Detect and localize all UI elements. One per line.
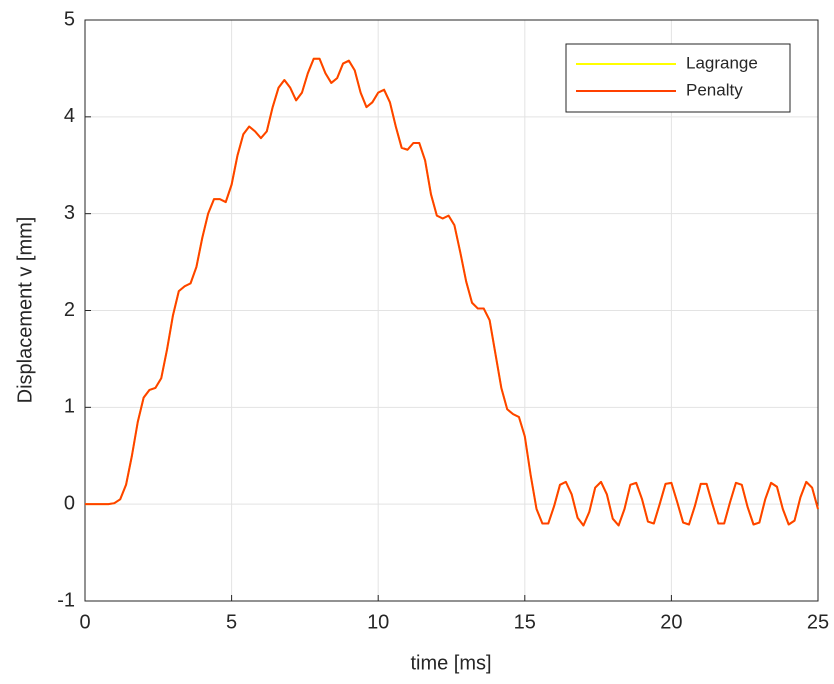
y-axis-label: Displacement v [mm] xyxy=(14,217,36,404)
y-tick-label: 1 xyxy=(64,396,75,418)
legend-label: Penalty xyxy=(686,80,743,99)
axes-box xyxy=(84,19,819,602)
x-tick-label: 10 xyxy=(367,611,389,633)
y-tick-label: 4 xyxy=(64,105,75,127)
legend-label: Lagrange xyxy=(686,53,758,72)
y-tick-label: 3 xyxy=(64,202,75,224)
x-tick-label: 20 xyxy=(660,611,682,633)
x-tick-label: 5 xyxy=(226,611,237,633)
y-tick-label: 2 xyxy=(64,299,75,321)
legend-box xyxy=(565,43,791,113)
x-tick-label: 25 xyxy=(807,611,829,633)
x-tick-label: 15 xyxy=(514,611,536,633)
x-tick-label: 0 xyxy=(79,611,90,633)
series-line xyxy=(85,57,819,527)
y-tick-label: -1 xyxy=(57,589,75,611)
y-tick-label: 5 xyxy=(64,8,75,30)
x-axis-label: time [ms] xyxy=(410,652,491,674)
y-tick-label: 0 xyxy=(64,492,75,514)
